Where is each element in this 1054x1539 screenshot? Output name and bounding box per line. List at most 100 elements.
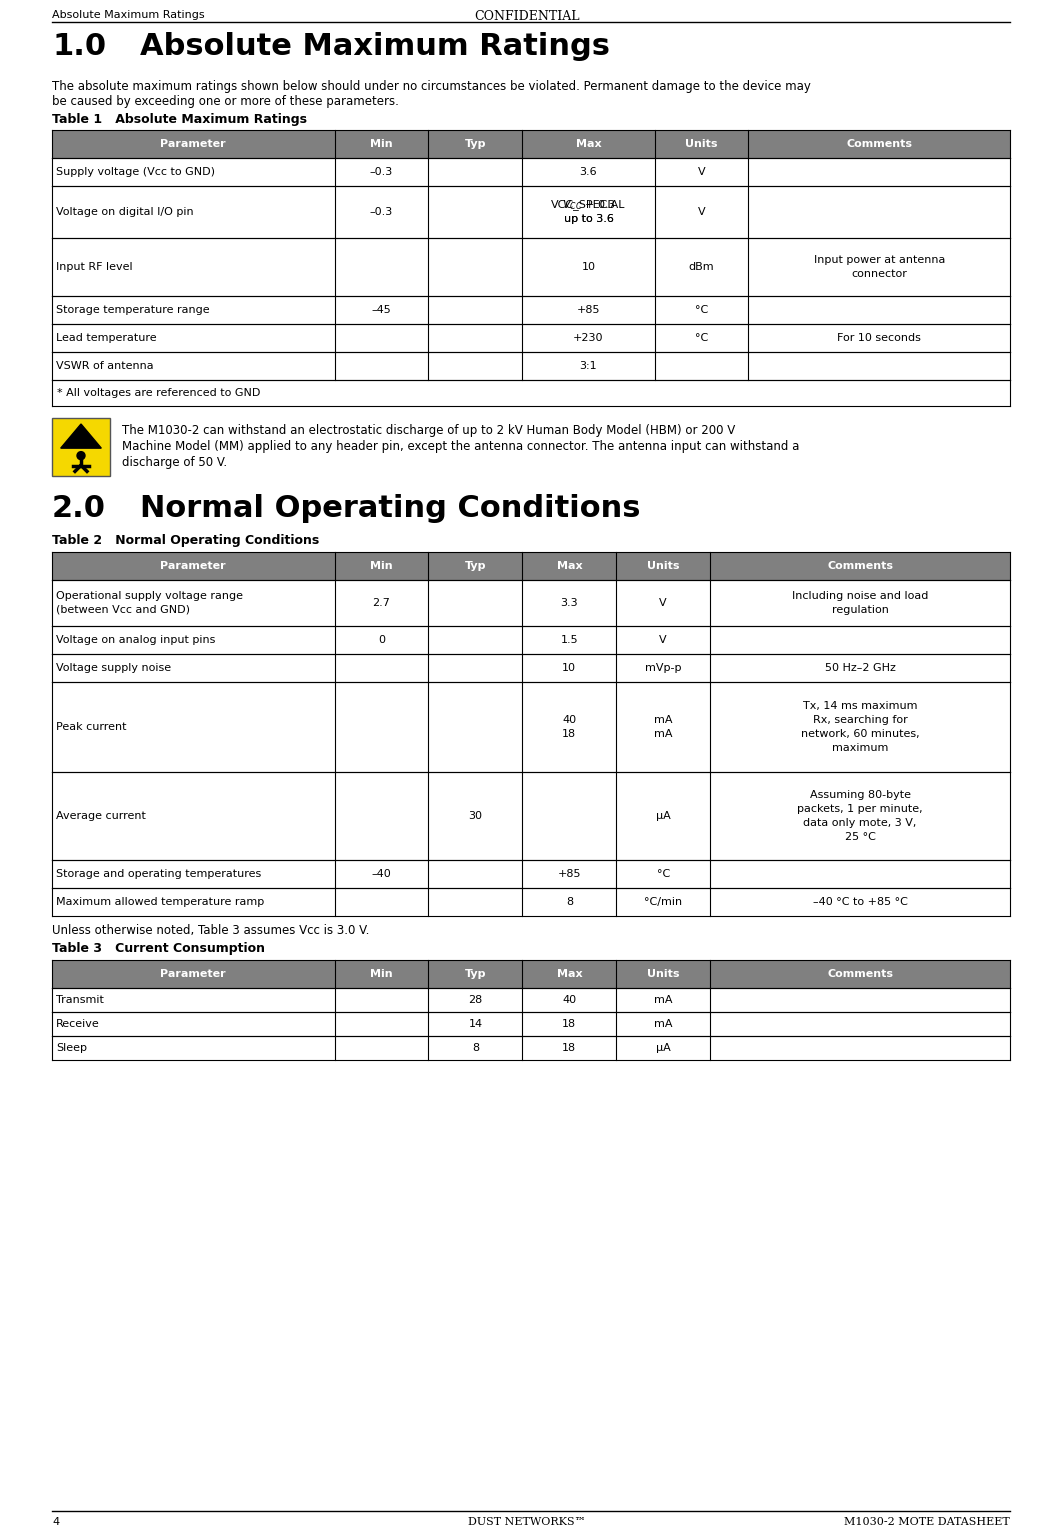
Text: V: V — [698, 168, 705, 177]
Text: VCC_SPECIAL: VCC_SPECIAL — [551, 200, 626, 211]
Text: 18: 18 — [562, 1019, 577, 1030]
Text: 18: 18 — [562, 729, 577, 739]
Text: data only mote, 3 V,: data only mote, 3 V, — [803, 819, 917, 828]
Text: Table 2   Normal Operating Conditions: Table 2 Normal Operating Conditions — [52, 534, 319, 546]
Text: Lead temperature: Lead temperature — [56, 332, 157, 343]
Text: Sleep: Sleep — [56, 1043, 87, 1053]
Text: V: V — [698, 208, 705, 217]
Text: Normal Operating Conditions: Normal Operating Conditions — [140, 494, 641, 523]
Text: The M1030-2 can withstand an electrostatic discharge of up to 2 kV Human Body Mo: The M1030-2 can withstand an electrostat… — [122, 425, 736, 437]
Text: Peak current: Peak current — [56, 722, 126, 733]
Text: 1.0: 1.0 — [52, 32, 106, 62]
Bar — [52, 239, 1010, 295]
Text: Units: Units — [685, 139, 718, 149]
Bar — [52, 773, 1010, 860]
Text: 50 Hz–2 GHz: 50 Hz–2 GHz — [824, 663, 896, 673]
Text: Units: Units — [647, 970, 680, 979]
Text: Max: Max — [557, 562, 582, 571]
Text: M1030-2 MOTE DATASHEET: M1030-2 MOTE DATASHEET — [844, 1517, 1010, 1527]
Text: VSWR of antenna: VSWR of antenna — [56, 362, 154, 371]
Text: Absolute Maximum Ratings: Absolute Maximum Ratings — [52, 9, 204, 20]
Text: +85: +85 — [558, 870, 581, 879]
Text: 28: 28 — [468, 996, 483, 1005]
Bar — [52, 553, 1010, 580]
Text: Voltage on analog input pins: Voltage on analog input pins — [56, 636, 215, 645]
Text: 3:1: 3:1 — [580, 362, 598, 371]
Text: CONFIDENTIAL: CONFIDENTIAL — [474, 9, 580, 23]
Text: 14: 14 — [468, 1019, 483, 1030]
Text: 30: 30 — [468, 811, 483, 820]
Text: $V_{CC}$ + 0.3: $V_{CC}$ + 0.3 — [562, 199, 616, 212]
Text: Typ: Typ — [465, 970, 486, 979]
Text: mA: mA — [653, 729, 672, 739]
Text: V: V — [660, 636, 667, 645]
Bar — [52, 654, 1010, 682]
Text: mA: mA — [653, 996, 672, 1005]
Text: Receive: Receive — [56, 1019, 100, 1030]
Text: 2.7: 2.7 — [373, 599, 390, 608]
Text: Input RF level: Input RF level — [56, 262, 133, 272]
Text: 2.0: 2.0 — [52, 494, 106, 523]
Text: Max: Max — [557, 970, 582, 979]
Text: Min: Min — [370, 562, 393, 571]
Text: μA: μA — [656, 811, 670, 820]
Text: 8: 8 — [472, 1043, 479, 1053]
Text: Parameter: Parameter — [160, 970, 227, 979]
Text: 25 °C: 25 °C — [844, 833, 876, 842]
Text: 1.5: 1.5 — [561, 636, 579, 645]
Text: Storage and operating temperatures: Storage and operating temperatures — [56, 870, 261, 879]
Bar — [52, 380, 1010, 406]
Text: Rx, searching for: Rx, searching for — [813, 716, 907, 725]
Bar — [52, 682, 1010, 773]
Text: Operational supply voltage range: Operational supply voltage range — [56, 591, 243, 602]
Text: Comments: Comments — [827, 970, 893, 979]
Text: Average current: Average current — [56, 811, 145, 820]
Circle shape — [77, 451, 85, 460]
Text: Table 3   Current Consumption: Table 3 Current Consumption — [52, 942, 265, 956]
Bar — [52, 419, 110, 476]
Text: 10: 10 — [582, 262, 596, 272]
Text: 40: 40 — [562, 716, 577, 725]
Text: (between Vcc and GND): (between Vcc and GND) — [56, 605, 190, 616]
Text: 8: 8 — [566, 897, 573, 906]
Bar — [52, 186, 1010, 239]
Text: Voltage supply noise: Voltage supply noise — [56, 663, 171, 673]
Text: mA: mA — [653, 716, 672, 725]
Text: Comments: Comments — [827, 562, 893, 571]
Text: Assuming 80-byte: Assuming 80-byte — [809, 790, 911, 800]
Text: 3.3: 3.3 — [561, 599, 579, 608]
Text: 40: 40 — [562, 996, 577, 1005]
Bar — [52, 129, 1010, 159]
Text: Typ: Typ — [465, 562, 486, 571]
Text: –0.3: –0.3 — [370, 168, 393, 177]
Text: mVp-p: mVp-p — [645, 663, 682, 673]
Text: °C: °C — [695, 332, 708, 343]
Text: up to 3.6: up to 3.6 — [564, 214, 613, 225]
Text: Input power at antenna: Input power at antenna — [814, 255, 945, 265]
Text: Storage temperature range: Storage temperature range — [56, 305, 210, 315]
Text: –0.3: –0.3 — [370, 208, 393, 217]
Text: DUST NETWORKS™: DUST NETWORKS™ — [468, 1517, 586, 1527]
Text: V: V — [660, 599, 667, 608]
Text: Unless otherwise noted, Table 3 assumes Vcc is 3.0 V.: Unless otherwise noted, Table 3 assumes … — [52, 923, 369, 937]
Text: Transmit: Transmit — [56, 996, 104, 1005]
Text: Tx, 14 ms maximum: Tx, 14 ms maximum — [803, 700, 917, 711]
Bar — [52, 295, 1010, 325]
Text: Max: Max — [575, 139, 601, 149]
Text: 10: 10 — [563, 663, 577, 673]
Bar — [52, 1013, 1010, 1036]
Text: Supply voltage (Vcc to GND): Supply voltage (Vcc to GND) — [56, 168, 215, 177]
Text: –40: –40 — [372, 870, 391, 879]
Text: Comments: Comments — [846, 139, 912, 149]
Text: connector: connector — [852, 269, 907, 279]
Bar — [52, 988, 1010, 1013]
Text: Parameter: Parameter — [160, 139, 227, 149]
Text: up to 3.6: up to 3.6 — [564, 214, 613, 225]
Text: Typ: Typ — [465, 139, 486, 149]
Text: –45: –45 — [372, 305, 391, 315]
Text: Min: Min — [370, 139, 393, 149]
Text: 4: 4 — [52, 1517, 59, 1527]
Text: Min: Min — [370, 970, 393, 979]
Text: maximum: maximum — [832, 743, 889, 753]
Text: 0: 0 — [378, 636, 385, 645]
